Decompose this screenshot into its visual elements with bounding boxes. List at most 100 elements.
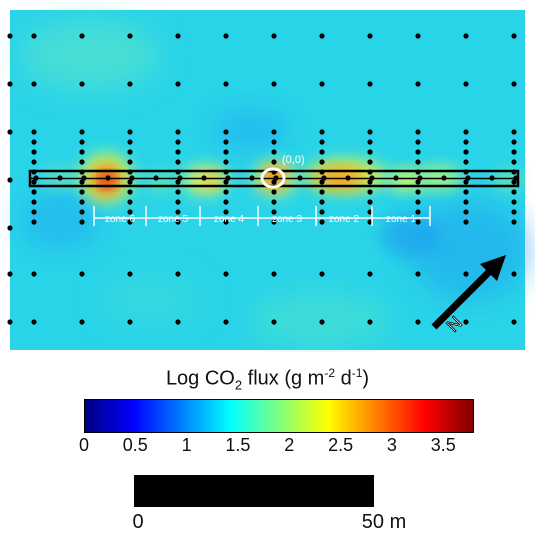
sample-point xyxy=(175,209,181,215)
sample-point xyxy=(31,81,37,87)
color-bar-tick-label: 3.5 xyxy=(430,435,456,455)
sample-point xyxy=(223,199,229,205)
sample-points xyxy=(7,33,519,325)
sample-point xyxy=(319,81,325,87)
sample-point xyxy=(7,129,13,135)
sample-point xyxy=(31,199,37,205)
co2-flux-map: zone 6 zone 5 zone 4 zone 3 zone 2 zone 1 (0,… xyxy=(7,10,530,350)
sample-point xyxy=(511,319,517,325)
sample-point xyxy=(319,319,325,325)
zone-label: zone 2 xyxy=(329,214,359,225)
sample-point xyxy=(415,81,421,87)
sample-point xyxy=(511,189,517,195)
sample-point xyxy=(175,189,181,195)
sample-point xyxy=(223,81,229,87)
sample-point xyxy=(127,179,133,185)
sample-point xyxy=(175,271,181,277)
sample-point xyxy=(511,139,517,145)
sample-point xyxy=(127,199,133,205)
sample-point xyxy=(367,139,373,145)
sample-point xyxy=(175,179,181,185)
sample-point xyxy=(127,319,133,325)
sample-point xyxy=(463,189,469,195)
zone-label: zone 5 xyxy=(158,214,188,225)
sample-point xyxy=(223,159,229,165)
sample-point xyxy=(511,271,517,277)
sample-point xyxy=(319,149,325,155)
sample-point xyxy=(31,159,37,165)
origin-label: (0,0) xyxy=(282,154,305,166)
sample-point xyxy=(7,81,13,87)
sample-point xyxy=(7,225,13,231)
sample-point xyxy=(271,149,277,155)
sample-point xyxy=(319,33,325,39)
sample-point xyxy=(271,319,277,325)
sample-point xyxy=(463,271,469,277)
color-bar-tick-label: 1 xyxy=(181,435,192,455)
sample-point xyxy=(319,139,325,145)
sample-point xyxy=(31,319,37,325)
scale-end-label: 50 m xyxy=(361,511,407,533)
sample-point xyxy=(31,129,37,135)
zone-markers: zone 6 zone 5 zone 4 zone 3 zone 2 zone 1 xyxy=(93,206,431,226)
sample-point xyxy=(463,209,469,215)
sample-point xyxy=(31,219,37,225)
sample-point xyxy=(175,139,181,145)
sample-point xyxy=(223,209,229,215)
sample-point xyxy=(271,81,277,87)
sample-point xyxy=(415,159,421,165)
sample-point xyxy=(271,189,277,195)
sample-point xyxy=(223,129,229,135)
sample-point xyxy=(271,179,277,185)
sample-point xyxy=(319,189,325,195)
sample-point xyxy=(223,33,229,39)
sample-point xyxy=(79,319,85,325)
sample-point xyxy=(31,33,37,39)
sample-point xyxy=(31,139,37,145)
color-bar-tick-label: 3 xyxy=(386,435,397,455)
sample-point xyxy=(367,149,373,155)
sample-point xyxy=(415,199,421,205)
sample-point xyxy=(511,179,517,185)
color-bar-tick-label: 2.5 xyxy=(328,435,354,455)
sample-point xyxy=(127,149,133,155)
sample-point xyxy=(463,179,469,185)
sample-point xyxy=(271,199,277,205)
sample-point xyxy=(127,129,133,135)
sample-point xyxy=(175,129,181,135)
sample-point xyxy=(367,129,373,135)
sample-point xyxy=(223,271,229,277)
sample-point xyxy=(223,139,229,145)
sample-point xyxy=(271,209,277,215)
sample-point xyxy=(127,219,133,225)
sample-point xyxy=(271,219,277,225)
color-bar-tick-label: 0.5 xyxy=(122,435,148,455)
sample-point xyxy=(511,219,517,225)
sample-point xyxy=(367,271,373,277)
sample-point xyxy=(367,189,373,195)
sample-point xyxy=(415,129,421,135)
sample-point xyxy=(319,129,325,135)
sample-point xyxy=(463,319,469,325)
legend-title: Log CO2 flux (g m-2 d-1) xyxy=(165,366,370,393)
sample-point xyxy=(175,199,181,205)
sample-point xyxy=(271,159,277,165)
sample-point xyxy=(7,271,13,277)
sample-point xyxy=(79,139,85,145)
origin-marker xyxy=(260,167,286,189)
sample-point xyxy=(319,179,325,185)
sample-point xyxy=(463,199,469,205)
sample-point xyxy=(415,219,421,225)
sample-point xyxy=(271,129,277,135)
sample-point xyxy=(463,81,469,87)
sample-point xyxy=(79,129,85,135)
sample-point xyxy=(463,219,469,225)
scale-bar xyxy=(134,475,374,507)
sample-point xyxy=(31,271,37,277)
sample-point xyxy=(367,159,373,165)
sample-point xyxy=(127,139,133,145)
sample-point xyxy=(463,149,469,155)
sample-point xyxy=(31,189,37,195)
sample-point xyxy=(223,179,229,185)
sample-point xyxy=(79,209,85,215)
